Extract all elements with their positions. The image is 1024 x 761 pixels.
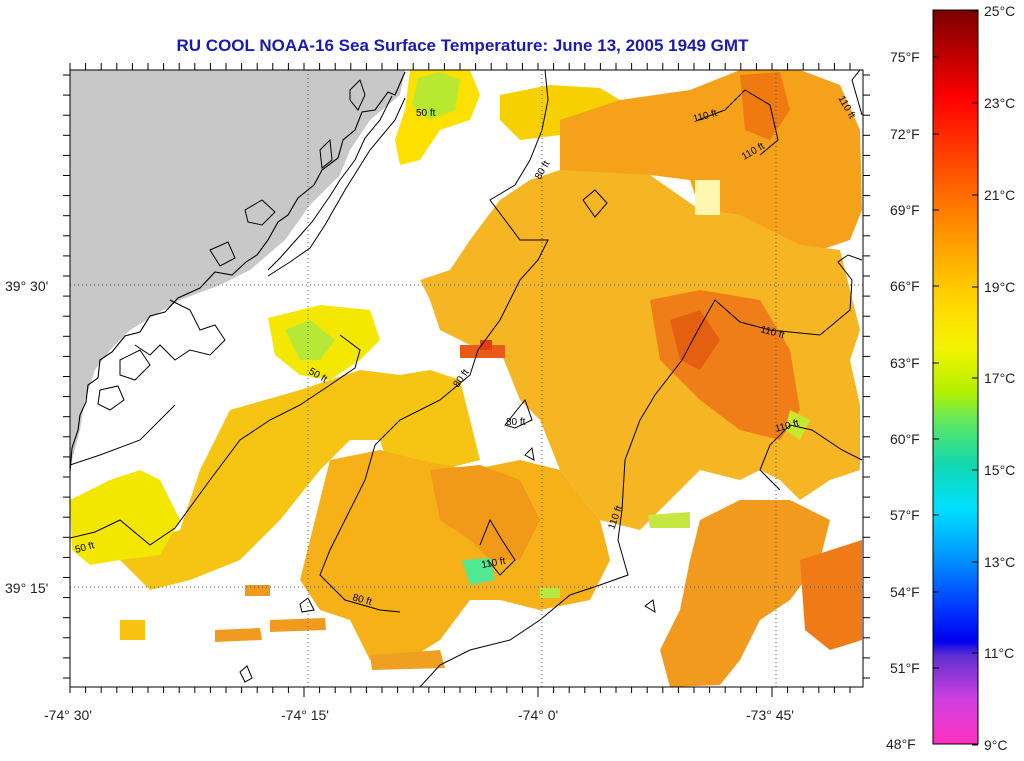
- contour-label: 80 ft: [451, 367, 471, 389]
- bathymetry-contours: [70, 70, 863, 687]
- fahrenheit-label: 72°F: [890, 126, 920, 142]
- map-frame: [69, 69, 864, 688]
- contour-label: 110 ft: [481, 556, 507, 571]
- celsius-label: 15°C: [984, 462, 1015, 478]
- contour-label: 80 ft: [351, 592, 373, 608]
- grid-lines: [70, 70, 863, 687]
- coastline: [70, 71, 406, 473]
- lon-label: -74° 15': [281, 707, 329, 723]
- celsius-label: 21°C: [984, 187, 1015, 203]
- celsius-label: 17°C: [984, 370, 1015, 386]
- contour-label: 80 ft: [506, 417, 526, 428]
- celsius-label: 13°C: [984, 554, 1015, 570]
- fahrenheit-label: 63°F: [890, 355, 920, 371]
- axis-labels: 39° 30' 39° 15' -74° 30' -74° 15' -74° 0…: [5, 278, 794, 723]
- fahrenheit-label: 48°F: [886, 736, 916, 752]
- lon-label: -73° 45': [746, 707, 794, 723]
- celsius-label: 23°C: [984, 95, 1015, 111]
- lat-label: 39° 15': [5, 580, 48, 596]
- fahrenheit-label: 75°F: [890, 49, 920, 65]
- lon-label: -74° 30': [44, 707, 92, 723]
- map-title: RU COOL NOAA-16 Sea Surface Temperature:…: [176, 36, 749, 55]
- celsius-label: 9°C: [984, 737, 1008, 753]
- fahrenheit-label: 66°F: [890, 278, 920, 294]
- lon-label: -74° 0': [518, 707, 558, 723]
- contour-label: 50 ft: [416, 108, 436, 119]
- contour-label: 50 ft: [74, 540, 96, 556]
- celsius-label: 19°C: [984, 279, 1015, 295]
- celsius-label: 11°C: [984, 645, 1014, 661]
- fahrenheit-label: 54°F: [890, 584, 920, 600]
- fahrenheit-label: 57°F: [890, 507, 920, 523]
- fahrenheit-label: 69°F: [890, 202, 920, 218]
- fahrenheit-label: 60°F: [890, 431, 920, 447]
- lat-label: 39° 30': [5, 278, 48, 294]
- celsius-label: 25°C: [984, 3, 1015, 19]
- fahrenheit-label: 51°F: [890, 660, 920, 676]
- color-bar: 25°C 23°C 21°C 19°C 17°C 15°C 13°C 11°C …: [886, 3, 1015, 753]
- sst-field: [70, 70, 862, 687]
